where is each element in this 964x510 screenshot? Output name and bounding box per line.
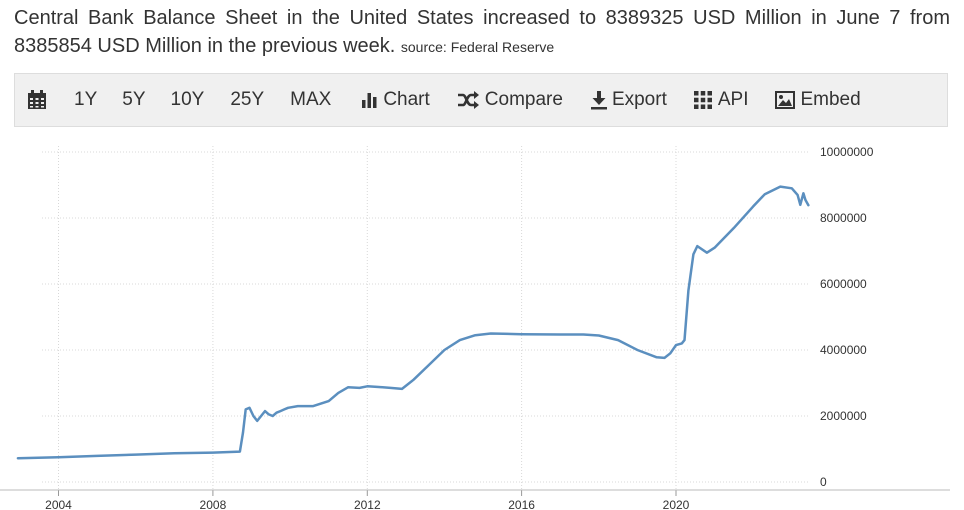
grid-icon [693, 91, 712, 109]
range-1y-button[interactable]: 1Y [74, 74, 97, 126]
api-button[interactable]: API [693, 74, 749, 126]
range-1y-label: 1Y [74, 89, 98, 110]
y-tick-label-4000000: 4000000 [820, 343, 867, 357]
range-10y-label: 10Y [170, 89, 205, 110]
compare-button[interactable]: Compare [457, 74, 563, 126]
chart-type-button[interactable]: Chart [361, 74, 430, 126]
range-25y-label: 25Y [230, 89, 265, 110]
y-tick-label-10000000: 10000000 [820, 145, 874, 159]
picture-icon [775, 91, 796, 109]
download-icon [590, 90, 608, 110]
range-5y-label: 5Y [122, 89, 146, 110]
headline: Central Bank Balance Sheet in the United… [14, 4, 950, 61]
chart-toolbar: 1Y 5Y 10Y 25Y MAX Chart Compa [14, 73, 948, 127]
y-tick-label-2000000: 2000000 [820, 409, 867, 423]
range-5y-button[interactable]: 5Y [122, 74, 145, 126]
x-tick-label-2008: 2008 [200, 498, 227, 510]
calendar-icon [27, 90, 47, 110]
shuffle-icon [457, 91, 479, 109]
range-max-label: MAX [290, 89, 332, 110]
bar-chart-icon [361, 91, 379, 109]
embed-button[interactable]: Embed [775, 74, 861, 126]
embed-label: Embed [800, 89, 861, 110]
x-tick-label-2016: 2016 [508, 498, 535, 510]
x-tick-label-2020: 2020 [663, 498, 690, 510]
chart-type-label: Chart [383, 89, 430, 110]
export-label: Export [611, 89, 667, 110]
compare-label: Compare [484, 89, 563, 110]
y-tick-label-0: 0 [820, 475, 827, 489]
range-10y-button[interactable]: 10Y [171, 74, 205, 126]
x-tick-label-2012: 2012 [354, 498, 381, 510]
export-button[interactable]: Export [590, 74, 667, 126]
api-label: API [717, 89, 749, 110]
balance-sheet-chart: 2004 2008 2012 2016 2020 0 2000000 4000000 6000… [0, 145, 950, 510]
source-note: source: Federal Reserve [400, 39, 555, 55]
series-line-balance-sheet [16, 185, 810, 460]
y-tick-label-8000000: 8000000 [820, 211, 867, 225]
x-tick-label-2004: 2004 [45, 498, 72, 510]
headline-text: Central Bank Balance Sheet in the United… [14, 7, 950, 57]
y-tick-label-6000000: 6000000 [820, 277, 867, 291]
range-25y-button[interactable]: 25Y [230, 74, 264, 126]
chart-area: 2004 2008 2012 2016 2020 0 2000000 4000000 6000… [0, 130, 964, 510]
calendar-button[interactable] [27, 74, 47, 126]
range-max-button[interactable]: MAX [290, 74, 331, 126]
